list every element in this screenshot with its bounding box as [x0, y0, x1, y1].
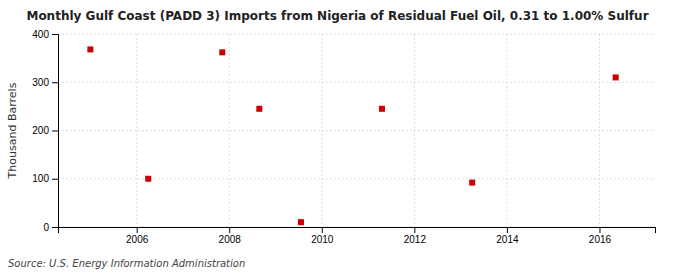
y-tick-label: 300: [32, 77, 49, 88]
y-tick: 0: [43, 222, 58, 233]
x-tick: 2012: [404, 227, 427, 245]
y-tick-mark: [52, 227, 58, 228]
y-tick: 100: [32, 173, 58, 184]
y-axis-line: [52, 35, 59, 228]
grid-line-x: [506, 34, 507, 227]
y-tick-label: 100: [32, 173, 49, 184]
source-annotation: Source: U.S. Energy Information Administ…: [8, 258, 245, 269]
y-tick-label: 400: [32, 29, 49, 40]
x-tick-mark: [322, 227, 323, 233]
y-tick-mark: [52, 34, 58, 35]
x-tick-mark: [507, 227, 508, 233]
y-tick: 200: [32, 125, 58, 136]
y-axis: 0 100 200 300 400: [32, 29, 58, 233]
x-tick-label: 2006: [126, 234, 149, 245]
x-tick-mark: [137, 227, 138, 233]
point: [379, 106, 385, 112]
x-tick-label: 2012: [404, 234, 427, 245]
y-tick: 300: [32, 77, 58, 88]
grid-line-y: [58, 34, 655, 35]
x-tick-mark: [599, 227, 600, 233]
grid-line-x: [414, 34, 415, 227]
point: [219, 49, 225, 55]
grid-line-x: [321, 34, 322, 227]
y-tick: 400: [32, 29, 58, 40]
x-tick: 2008: [219, 227, 242, 245]
grid-line-y: [58, 130, 655, 131]
point: [298, 219, 304, 225]
x-tick: 2010: [311, 227, 334, 245]
x-tick: 2014: [496, 227, 519, 245]
x-tick-mark: [229, 227, 230, 233]
x-tick-mark: [414, 227, 415, 233]
title: Monthly Gulf Coast (PADD 3) Imports from…: [26, 9, 648, 23]
point: [256, 106, 262, 112]
chart: 2006 2008 2010 2012 2014 2016 0 100 200 300 400 Tho…: [0, 0, 675, 275]
x-tick: 2006: [126, 227, 149, 245]
x-tick-label: 2016: [589, 234, 612, 245]
grid-line-x: [599, 34, 600, 227]
y-tick-label: 200: [32, 125, 49, 136]
x-tick-label: 2010: [311, 234, 334, 245]
y-tick-label: 0: [43, 222, 49, 233]
grid-line-x: [136, 34, 137, 227]
x-tick-label: 2008: [219, 234, 242, 245]
point: [613, 74, 619, 80]
grid: [58, 34, 655, 227]
grid-line-x: [229, 34, 230, 227]
point: [145, 176, 151, 182]
x-tick-label: 2014: [496, 234, 519, 245]
y-tick-mark: [52, 131, 58, 132]
x-tick: 2016: [589, 227, 612, 245]
x-axis-line: [59, 228, 656, 234]
plot-area: 2006 2008 2010 2012 2014 2016 0 100 200 300 400: [32, 29, 655, 245]
grid-line-y: [58, 82, 655, 83]
point: [87, 46, 93, 52]
y-tick-mark: [52, 179, 58, 180]
y-axis-label: Thousand Barrels: [6, 82, 19, 179]
points: [87, 46, 618, 225]
point: [469, 180, 475, 186]
x-axis: 2006 2008 2010 2012 2014 2016: [59, 227, 656, 245]
y-tick-mark: [52, 82, 58, 83]
